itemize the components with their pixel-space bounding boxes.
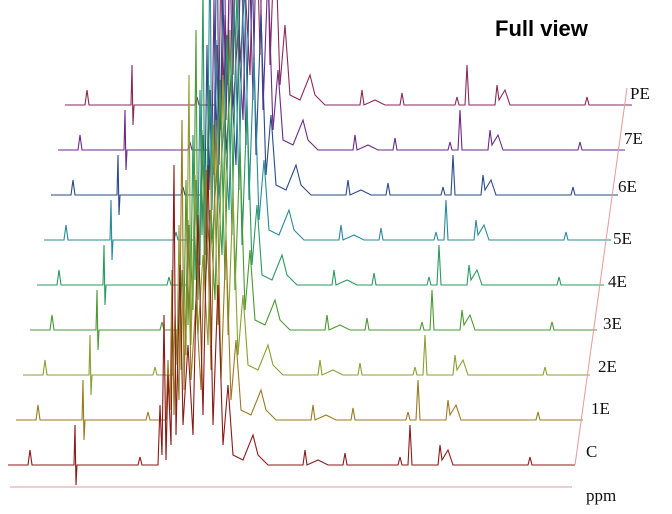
title: Full view — [495, 16, 589, 41]
trace-label: 4E — [608, 272, 627, 291]
spectrum — [36, 0, 605, 306]
trace-label: 1E — [591, 399, 610, 418]
spectrum — [29, 29, 598, 351]
trace-label: 3E — [603, 314, 622, 333]
trace-label: 2E — [598, 357, 617, 376]
trace-label: 7E — [624, 129, 643, 148]
spectrum — [22, 74, 591, 396]
spectra — [7, 0, 633, 486]
trace-label: 6E — [618, 177, 637, 196]
trace-label: 5E — [613, 229, 632, 248]
spectrum — [7, 164, 576, 486]
trace-label: PE — [630, 84, 650, 103]
depth-axis — [574, 87, 628, 466]
spectrum — [15, 119, 584, 441]
trace-label: C — [586, 442, 597, 461]
x-axis-label: ppm — [586, 486, 616, 505]
